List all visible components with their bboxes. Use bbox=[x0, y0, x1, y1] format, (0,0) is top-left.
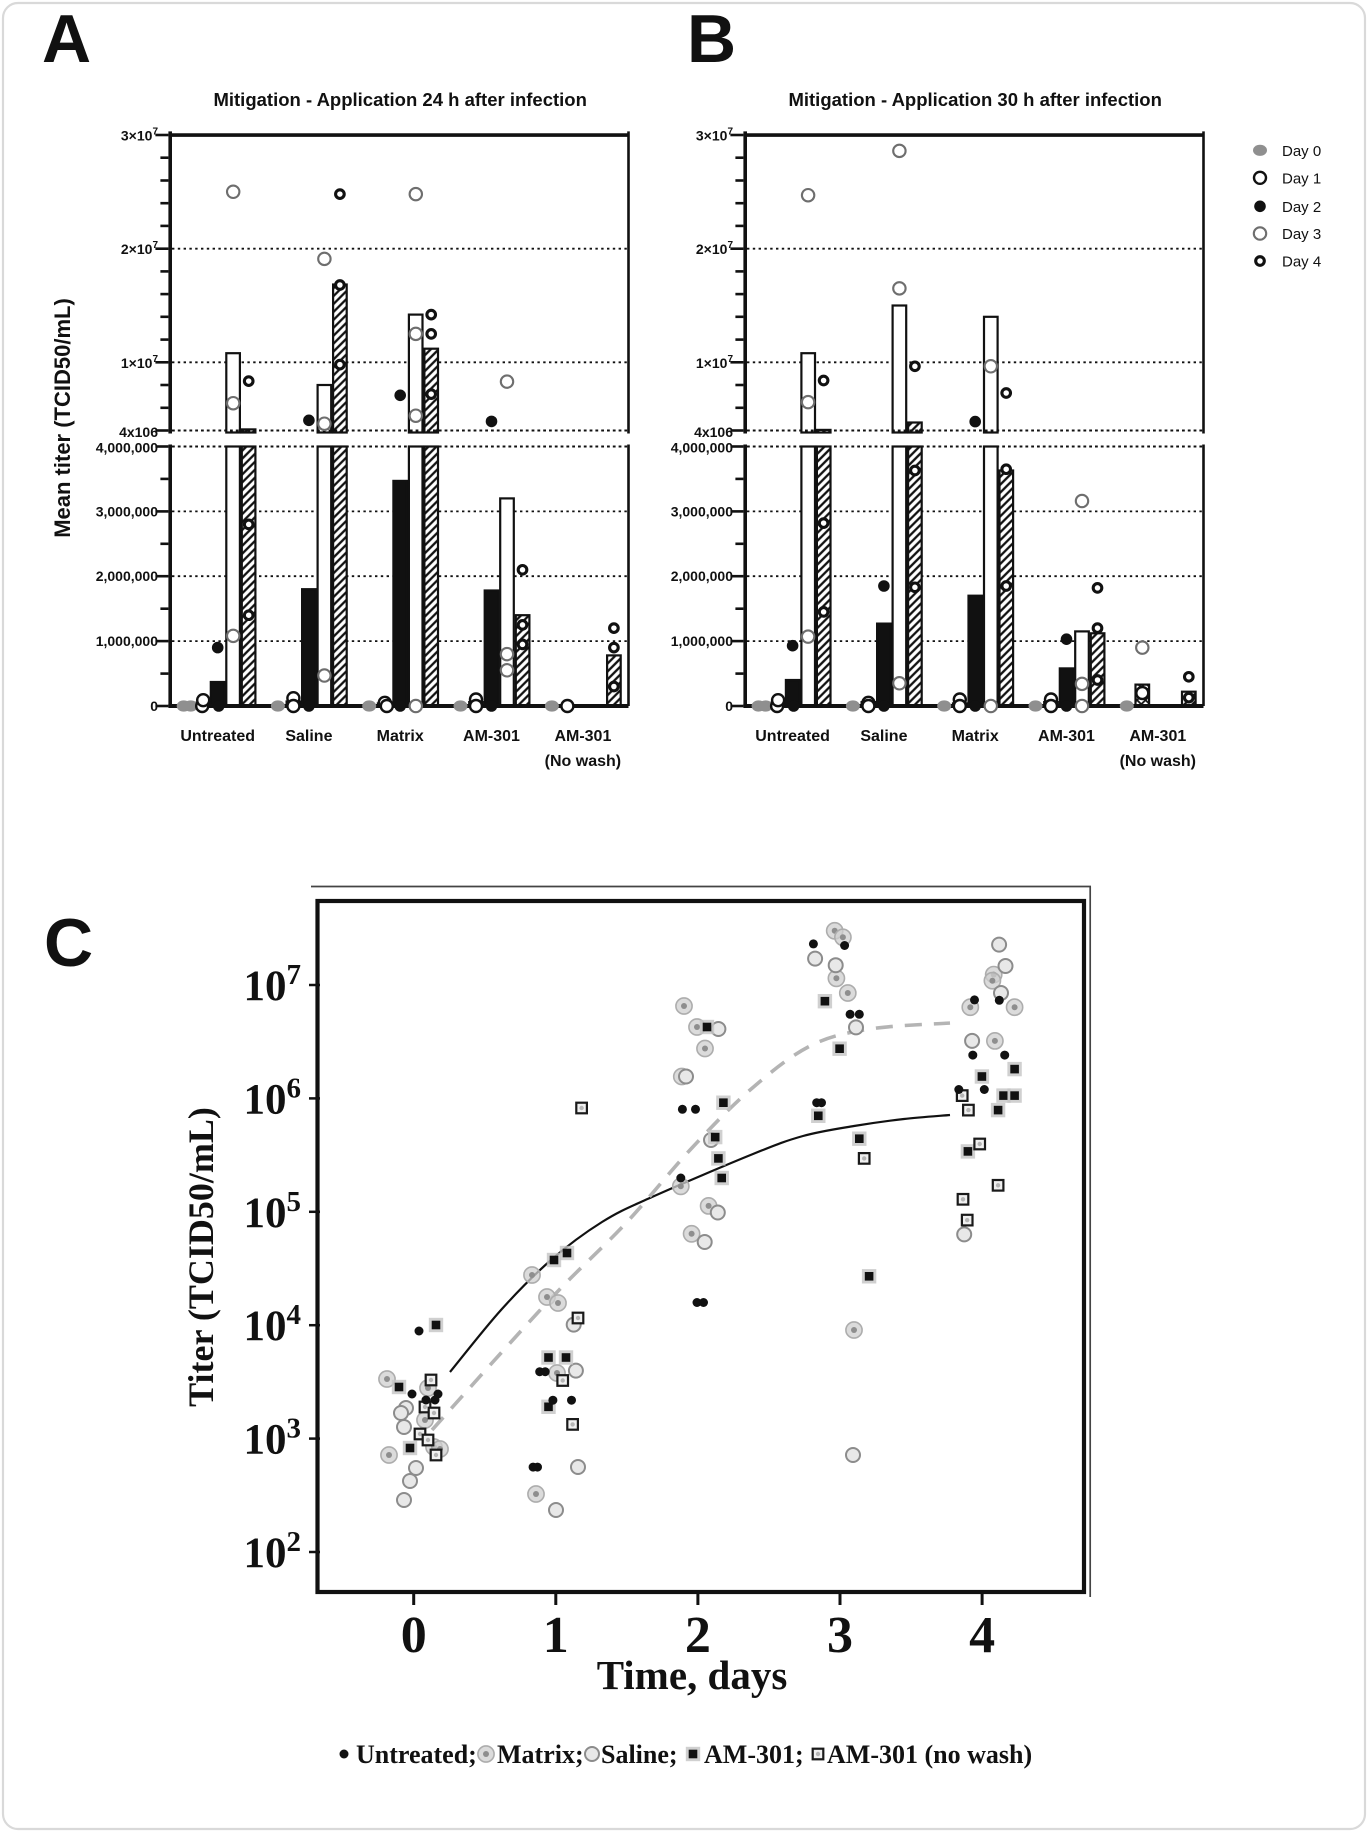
svg-text:AM-301: AM-301 bbox=[1038, 728, 1095, 745]
svg-text:Day 1: Day 1 bbox=[1282, 170, 1321, 187]
svg-text:4,000,000: 4,000,000 bbox=[671, 440, 733, 456]
svg-text:4x106: 4x106 bbox=[694, 424, 733, 440]
svg-text:Mean titer (TCID50/mL): Mean titer (TCID50/mL) bbox=[50, 298, 75, 538]
svg-text:Saline: Saline bbox=[860, 728, 907, 745]
svg-text:Untreated: Untreated bbox=[755, 728, 830, 745]
svg-text:2,000,000: 2,000,000 bbox=[671, 568, 733, 584]
svg-text:AM-301 (no wash): AM-301 (no wash) bbox=[827, 1740, 1032, 1769]
svg-text:Saline: Saline bbox=[285, 728, 332, 745]
svg-text:1×107: 1×107 bbox=[696, 354, 734, 371]
svg-text:2×107: 2×107 bbox=[696, 240, 734, 257]
svg-text:Mitigation - Application 24 h: Mitigation - Application 24 h after infe… bbox=[213, 89, 586, 110]
svg-text:Time, days: Time, days bbox=[597, 1652, 788, 1698]
svg-text:1: 1 bbox=[543, 1607, 569, 1664]
svg-text:2: 2 bbox=[685, 1607, 711, 1664]
svg-text:3×107: 3×107 bbox=[696, 127, 734, 144]
svg-text:(No wash): (No wash) bbox=[1120, 753, 1196, 770]
svg-text:AM-301;: AM-301; bbox=[704, 1740, 804, 1769]
svg-text:Matrix: Matrix bbox=[952, 728, 999, 745]
svg-text:4,000,000: 4,000,000 bbox=[96, 440, 158, 456]
svg-text:C: C bbox=[44, 905, 93, 981]
svg-text:B: B bbox=[687, 1, 736, 77]
svg-text:3×107: 3×107 bbox=[121, 127, 159, 144]
svg-text:Day 4: Day 4 bbox=[1282, 254, 1321, 271]
svg-text:2×107: 2×107 bbox=[121, 240, 159, 257]
svg-text:4: 4 bbox=[969, 1607, 995, 1664]
svg-text:Saline;: Saline; bbox=[601, 1740, 678, 1769]
svg-text:2,000,000: 2,000,000 bbox=[96, 568, 158, 584]
svg-text:(No wash): (No wash) bbox=[545, 753, 621, 770]
svg-text:Day 0: Day 0 bbox=[1282, 143, 1321, 160]
svg-text:0: 0 bbox=[150, 698, 158, 714]
svg-text:1,000,000: 1,000,000 bbox=[671, 633, 733, 649]
svg-text:AM-301: AM-301 bbox=[1129, 728, 1186, 745]
svg-text:Mitigation - Application 30 h: Mitigation - Application 30 h after infe… bbox=[788, 89, 1161, 110]
svg-text:1×107: 1×107 bbox=[121, 354, 159, 371]
svg-text:AM-301: AM-301 bbox=[463, 728, 520, 745]
svg-text:3,000,000: 3,000,000 bbox=[96, 503, 158, 519]
svg-text:0: 0 bbox=[725, 698, 733, 714]
svg-text:1,000,000: 1,000,000 bbox=[96, 633, 158, 649]
svg-text:Day 3: Day 3 bbox=[1282, 226, 1321, 243]
svg-text:Titer (TCID50/mL): Titer (TCID50/mL) bbox=[181, 1107, 221, 1407]
svg-text:3: 3 bbox=[827, 1607, 853, 1664]
svg-text:4x106: 4x106 bbox=[119, 424, 158, 440]
svg-text:AM-301: AM-301 bbox=[554, 728, 611, 745]
svg-text:0: 0 bbox=[401, 1607, 427, 1664]
svg-text:Matrix;: Matrix; bbox=[497, 1740, 584, 1769]
svg-text:Untreated: Untreated bbox=[180, 728, 255, 745]
svg-text:A: A bbox=[42, 1, 91, 77]
svg-text:3,000,000: 3,000,000 bbox=[671, 503, 733, 519]
svg-text:Matrix: Matrix bbox=[377, 728, 424, 745]
svg-text:107: 107 bbox=[244, 959, 302, 1010]
svg-text:Untreated;: Untreated; bbox=[356, 1740, 477, 1769]
svg-text:Day 2: Day 2 bbox=[1282, 199, 1321, 216]
